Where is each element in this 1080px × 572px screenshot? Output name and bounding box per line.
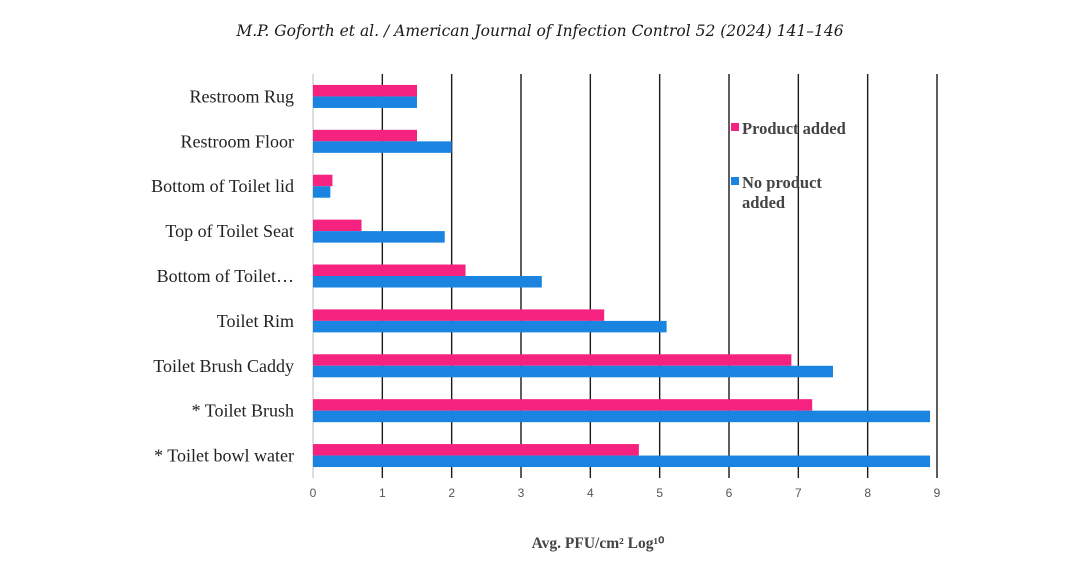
journal-header: M.P. Goforth et al. / American Journal o… — [236, 22, 844, 40]
legend-swatch — [731, 177, 739, 185]
x-tick-label: 6 — [726, 486, 733, 500]
bar — [313, 174, 333, 187]
category-label: Toilet Brush Caddy — [153, 356, 294, 376]
category-label: Restroom Floor — [180, 131, 294, 151]
bar — [313, 231, 445, 243]
bar — [313, 186, 331, 198]
bar — [313, 354, 792, 366]
bar — [313, 444, 639, 456]
x-tick-label: 5 — [656, 486, 663, 500]
legend-label: added — [742, 193, 785, 212]
x-tick-label: 8 — [864, 486, 871, 500]
x-axis-title: Avg. PFU/cm² Log¹⁰ — [532, 535, 666, 552]
category-labels: Restroom Rug Restroom Floor Bottom of Toil… — [151, 86, 294, 465]
bar — [313, 129, 417, 142]
category-label: Top of Toilet Seat — [165, 221, 294, 241]
legend-label: Product added — [742, 119, 846, 138]
bar — [313, 96, 417, 108]
bar — [313, 84, 417, 97]
x-tick-label: 4 — [587, 486, 594, 500]
bar — [313, 410, 931, 423]
x-tick-label: 1 — [379, 486, 386, 500]
x-tick-label: 3 — [518, 486, 525, 500]
x-tick-labels: 0 1 2 3 4 5 6 7 8 9 — [310, 486, 941, 500]
legend-swatch — [731, 123, 739, 131]
bar — [313, 276, 542, 288]
x-tick-label: 7 — [795, 486, 802, 500]
category-label: * Toilet bowl water — [154, 446, 294, 466]
x-tick-label: 0 — [310, 486, 317, 500]
bar — [313, 455, 931, 468]
bar — [313, 309, 605, 321]
category-label: Restroom Rug — [189, 86, 294, 106]
bar — [313, 264, 466, 276]
bar — [313, 219, 362, 232]
bar — [313, 320, 667, 333]
x-tick-label: 2 — [448, 486, 455, 500]
legend-label: No product — [742, 173, 822, 192]
category-label: Bottom of Toilet… — [157, 266, 294, 286]
category-label: Bottom of Toilet lid — [151, 176, 294, 196]
category-label: Toilet Rim — [217, 311, 294, 331]
x-tick-label: 9 — [934, 486, 941, 500]
bar — [313, 399, 813, 411]
category-label: * Toilet Brush — [192, 401, 294, 421]
bar — [313, 365, 833, 378]
bar — [313, 141, 452, 153]
bars — [313, 84, 931, 468]
